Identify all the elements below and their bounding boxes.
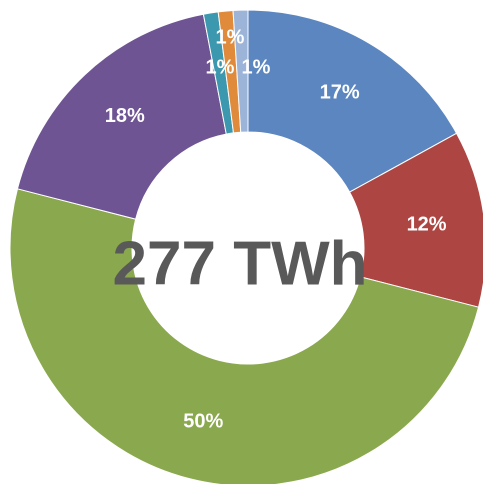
labels: 17% 12% 50% 18% 1% 1% 1% [105,26,447,432]
value-label: 1% [242,56,271,78]
center-label: 277 TWh [113,229,368,298]
slice [9,188,480,484]
value-label: 18% [105,105,145,127]
slices [9,9,483,484]
slice [16,13,227,220]
value-label: 1% [216,26,245,48]
slice [247,9,458,193]
value-label: 12% [407,214,447,236]
value-label: 50% [183,411,223,433]
value-label: 17% [320,81,360,103]
value-label: 1% [206,56,235,78]
slice [232,9,249,133]
